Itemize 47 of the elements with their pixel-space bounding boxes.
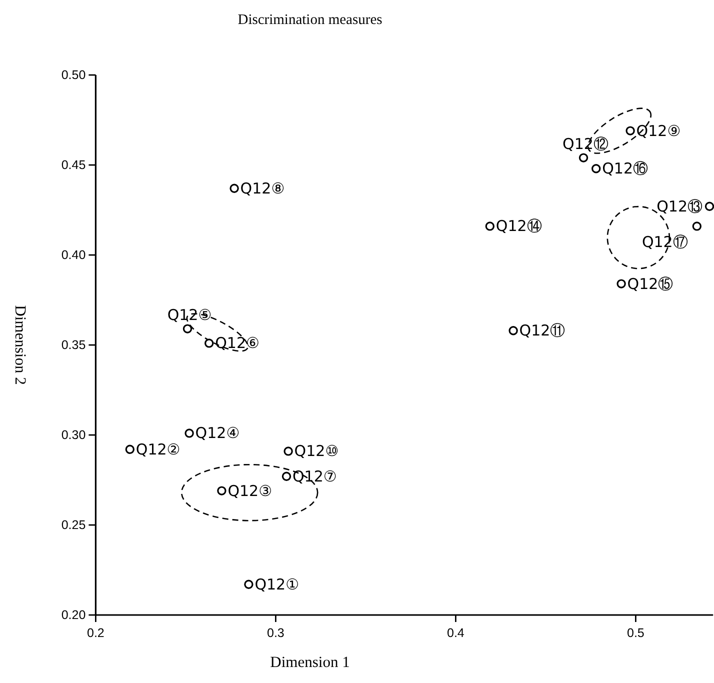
point xyxy=(578,153,588,162)
x-axis-title: Dimension 1 xyxy=(270,654,350,671)
point xyxy=(125,444,134,454)
point xyxy=(244,580,254,589)
y-tick-label: 0.35 xyxy=(61,338,86,352)
point xyxy=(626,126,635,136)
annotation: Q12⑮ xyxy=(627,274,674,293)
x-tick-label: 0.5 xyxy=(627,626,644,640)
y-axis-title: Dimension 2 xyxy=(12,305,28,385)
annotation: Q12⑬ xyxy=(656,197,702,216)
point xyxy=(592,164,601,174)
chart-title: Discrimination measures xyxy=(238,12,383,28)
x-tick-label: 0.2 xyxy=(87,626,104,640)
y-tick-label: 0.45 xyxy=(61,158,86,172)
y-tick-label: 0.30 xyxy=(61,428,86,442)
annotation: Q12⑨ xyxy=(636,122,681,140)
annotation: Q12⑰ xyxy=(642,233,688,252)
point xyxy=(204,338,214,348)
point xyxy=(184,428,194,438)
y-tick-label: 0.25 xyxy=(61,518,86,532)
annotation: Q12③ xyxy=(228,482,272,500)
annotation: Q12② xyxy=(136,440,180,458)
point xyxy=(217,486,226,496)
annotation: Q12⑫ xyxy=(562,134,608,153)
annotation: Q12① xyxy=(254,575,300,594)
annotation: Q12⑧ xyxy=(240,179,285,198)
annotation: Q12⑯ xyxy=(602,160,648,178)
point xyxy=(230,184,239,193)
annotation: Q12⑪ xyxy=(519,322,566,340)
annotation: Q12⑦ xyxy=(292,467,337,486)
point xyxy=(284,446,293,456)
x-tick-label: 0.4 xyxy=(447,626,464,640)
annotation: Q12⑩ xyxy=(294,442,339,460)
point xyxy=(485,222,494,231)
point xyxy=(282,472,292,481)
point xyxy=(616,279,626,288)
y-tick-label: 0.50 xyxy=(61,68,86,82)
x-tick-label: 0.3 xyxy=(267,626,284,640)
annotation: Q12⑤ xyxy=(167,306,212,324)
y-tick-label: 0.40 xyxy=(61,248,86,262)
annotation: Q12④ xyxy=(195,424,240,442)
point xyxy=(508,326,518,336)
point xyxy=(692,222,702,231)
y-tick-label: 0.20 xyxy=(61,608,86,622)
point xyxy=(704,202,714,211)
annotation: Q12⑭ xyxy=(496,217,542,236)
point xyxy=(182,324,192,334)
